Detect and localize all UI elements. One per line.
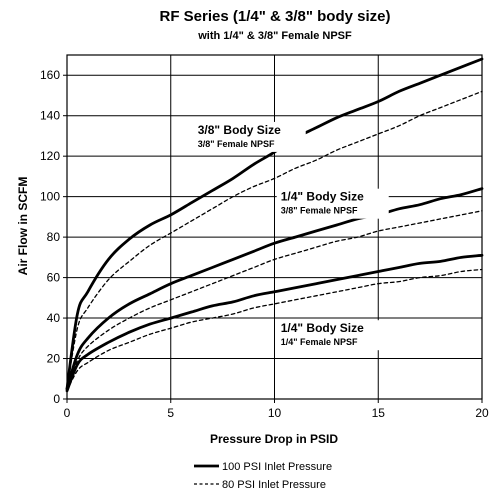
y-tick-label: 120	[40, 149, 60, 163]
series-line-100psi	[65, 57, 484, 391]
x-tick-label: 5	[167, 406, 174, 420]
legend-label: 80 PSI Inlet Pressure	[222, 479, 326, 491]
annotation-subtitle: 1/4" Female NPSF	[281, 337, 358, 347]
y-axis-label: Air Flow in SCFM	[16, 177, 30, 276]
annotation-title: 3/8" Body Size	[198, 123, 281, 137]
x-tick-label: 20	[475, 406, 489, 420]
y-tick-label: 60	[47, 271, 61, 285]
series-line-100psi	[65, 187, 484, 391]
x-tick-label: 0	[64, 406, 71, 420]
tick-labels: 0 20 40 60 80 100 120 140 160 0 5 10 15 20	[40, 68, 489, 420]
annotation-bg	[193, 121, 306, 152]
legend-label: 100 PSI Inlet Pressure	[222, 461, 332, 473]
series-line-80psi	[66, 210, 483, 390]
x-axis-label: Pressure Drop in PSID	[210, 432, 338, 446]
y-tick-label: 20	[47, 352, 61, 366]
legend: 100 PSI Inlet Pressure 80 PSI Inlet Press…	[194, 461, 332, 491]
annotation-title: 1/4" Body Size	[281, 321, 364, 335]
annotations: 3/8" Body Size 3/8" Female NPSF 1/4" Body …	[193, 121, 389, 351]
series-line-80psi	[66, 268, 483, 392]
chart-title: RF Series (1/4" & 3/8" body size)	[160, 8, 391, 25]
y-tick-label: 40	[47, 311, 61, 325]
series-lines	[65, 57, 484, 393]
y-tick-label: 80	[47, 230, 61, 244]
chart-subtitle: with 1/4" & 3/8" Female NPSF	[197, 30, 352, 42]
y-tick-label: 140	[40, 109, 60, 123]
series-line-100psi	[65, 253, 484, 393]
plot-frame	[66, 54, 483, 400]
series-line-80psi	[66, 90, 483, 390]
annotation-bg	[276, 320, 389, 351]
annotation-title: 1/4" Body Size	[281, 190, 364, 204]
grid	[63, 54, 483, 403]
x-tick-label: 10	[268, 406, 282, 420]
annotation-subtitle: 3/8" Female NPSF	[198, 139, 275, 149]
y-tick-label: 0	[53, 392, 60, 406]
x-tick-label: 15	[372, 406, 386, 420]
y-tick-label: 100	[40, 190, 60, 204]
y-tick-label: 160	[40, 68, 60, 82]
annotation-bg	[276, 188, 389, 219]
annotation-subtitle: 3/8" Female NPSF	[281, 206, 358, 216]
